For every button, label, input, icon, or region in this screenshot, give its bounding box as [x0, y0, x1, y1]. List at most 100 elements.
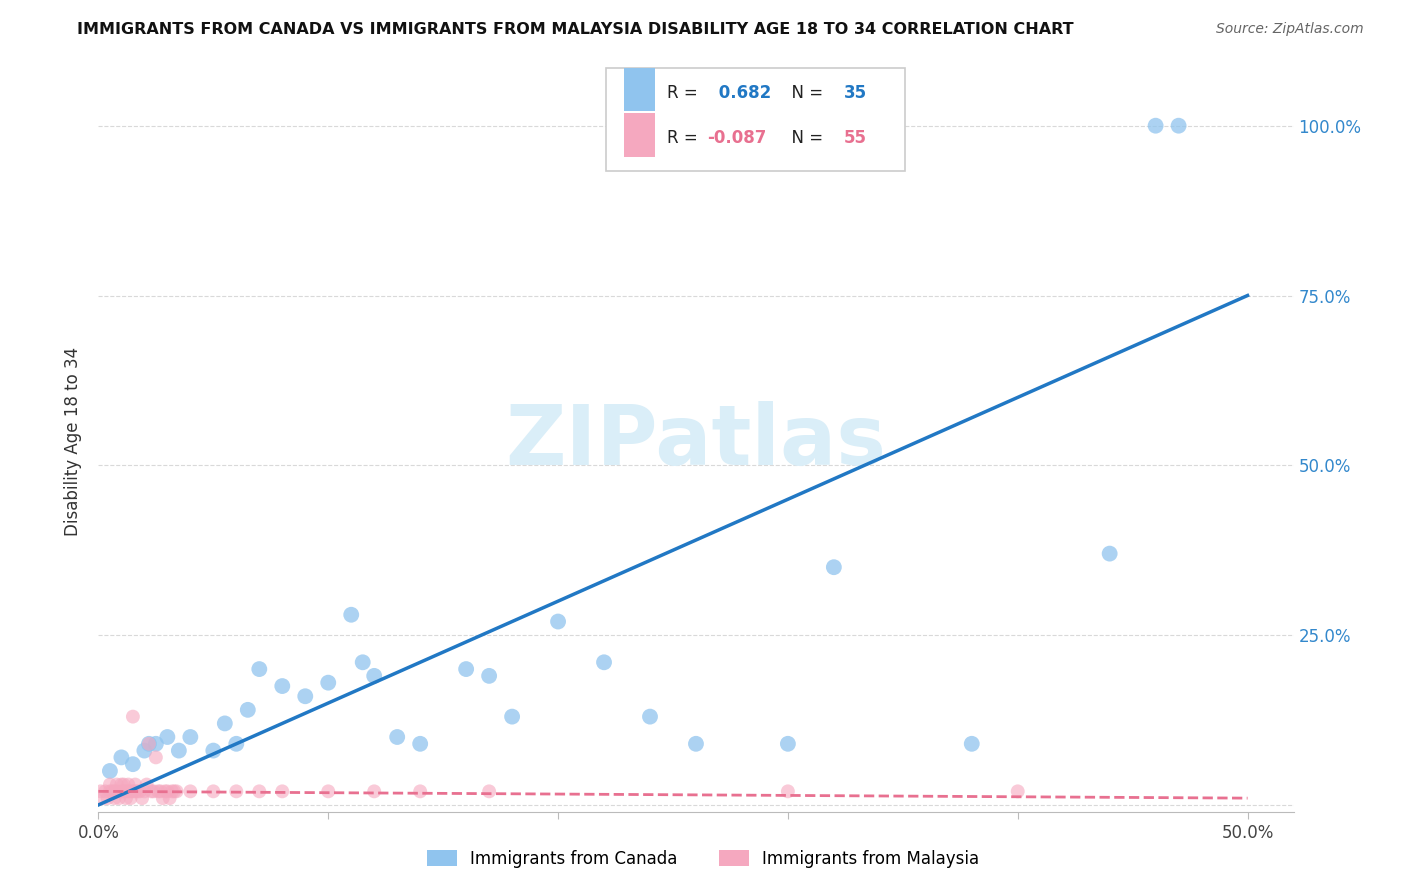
FancyBboxPatch shape: [624, 113, 655, 157]
Point: [179, 784, 201, 798]
Point: [120, 791, 142, 805]
Point: [135, 778, 157, 792]
Point: [352, 655, 374, 669]
Point: [1007, 784, 1029, 798]
Point: [776, 784, 799, 798]
Point: [101, 784, 124, 798]
Point: [547, 615, 569, 629]
Point: [236, 703, 259, 717]
FancyBboxPatch shape: [624, 68, 655, 112]
Point: [478, 669, 501, 683]
Point: [638, 709, 661, 723]
Point: [97, 791, 120, 805]
Point: [159, 791, 181, 805]
Point: [120, 784, 142, 798]
Point: [145, 737, 167, 751]
Point: [112, 778, 135, 792]
Point: [363, 784, 385, 798]
Text: 0.682: 0.682: [713, 84, 770, 102]
Point: [214, 716, 236, 731]
Point: [105, 778, 128, 792]
Point: [294, 690, 316, 704]
Point: [134, 743, 156, 757]
Point: [409, 784, 432, 798]
Point: [110, 784, 132, 798]
Point: [385, 730, 409, 744]
Text: -0.087: -0.087: [707, 128, 766, 147]
Point: [247, 662, 270, 676]
FancyBboxPatch shape: [606, 68, 905, 171]
Text: R =: R =: [668, 128, 703, 147]
Point: [179, 730, 201, 744]
Point: [105, 784, 128, 798]
Point: [153, 784, 176, 798]
Point: [478, 784, 501, 798]
Point: [128, 784, 150, 798]
Point: [110, 750, 132, 764]
Point: [316, 784, 339, 798]
Point: [145, 750, 167, 764]
Point: [225, 737, 247, 751]
Text: N =: N =: [780, 128, 828, 147]
Point: [112, 784, 135, 798]
Point: [823, 560, 845, 574]
Point: [156, 730, 179, 744]
Point: [117, 784, 139, 798]
Point: [142, 784, 165, 798]
Point: [90, 784, 112, 798]
Text: N =: N =: [780, 84, 828, 102]
Point: [122, 709, 145, 723]
Point: [247, 784, 270, 798]
Point: [124, 784, 146, 798]
Point: [1167, 119, 1189, 133]
Point: [501, 709, 523, 723]
Point: [202, 784, 225, 798]
Text: IMMIGRANTS FROM CANADA VS IMMIGRANTS FROM MALAYSIA DISABILITY AGE 18 TO 34 CORRE: IMMIGRANTS FROM CANADA VS IMMIGRANTS FRO…: [77, 22, 1074, 37]
Point: [160, 784, 183, 798]
Point: [138, 737, 160, 751]
Point: [776, 737, 799, 751]
Point: [148, 784, 170, 798]
Point: [149, 784, 172, 798]
Point: [156, 784, 179, 798]
Point: [138, 737, 160, 751]
Text: Source: ZipAtlas.com: Source: ZipAtlas.com: [1216, 22, 1364, 37]
Point: [960, 737, 983, 751]
Point: [98, 778, 121, 792]
Point: [115, 784, 138, 798]
Point: [271, 784, 294, 798]
Point: [122, 757, 145, 772]
Point: [225, 784, 247, 798]
Point: [117, 778, 139, 792]
Point: [340, 607, 363, 622]
Point: [115, 791, 138, 805]
Point: [141, 784, 163, 798]
Point: [131, 791, 153, 805]
Text: 35: 35: [844, 84, 868, 102]
Point: [122, 784, 145, 798]
Point: [1098, 547, 1121, 561]
Y-axis label: Disability Age 18 to 34: Disability Age 18 to 34: [65, 347, 83, 536]
Point: [98, 764, 121, 778]
Point: [363, 669, 385, 683]
Point: [1144, 119, 1167, 133]
Legend: Immigrants from Canada, Immigrants from Malaysia: Immigrants from Canada, Immigrants from …: [420, 844, 986, 875]
Text: 55: 55: [844, 128, 868, 147]
Point: [98, 784, 121, 798]
Point: [103, 784, 125, 798]
Point: [163, 784, 186, 798]
Text: R =: R =: [668, 84, 703, 102]
Point: [271, 679, 294, 693]
Point: [202, 743, 225, 757]
Point: [152, 791, 174, 805]
Point: [108, 791, 131, 805]
Point: [94, 784, 117, 798]
Point: [110, 778, 132, 792]
Point: [456, 662, 478, 676]
Point: [166, 784, 188, 798]
Point: [167, 743, 190, 757]
Text: ZIPatlas: ZIPatlas: [506, 401, 886, 482]
Point: [685, 737, 707, 751]
Point: [409, 737, 432, 751]
Point: [316, 675, 339, 690]
